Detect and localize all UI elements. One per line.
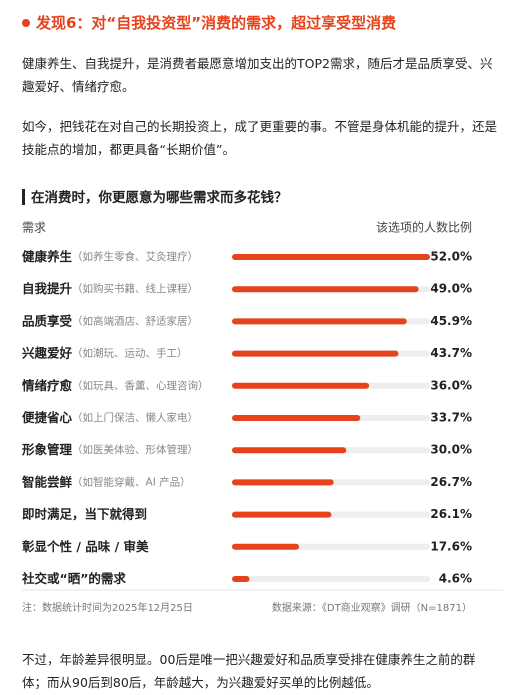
category-name: 兴趣爱好 — [22, 345, 73, 360]
value-label: 26.1% — [430, 507, 472, 521]
paragraph: 健康养生、自我提升，是消费者最愿意增加支出的TOP2需求，随后才是品质享受、兴趣… — [22, 56, 493, 94]
category-label: 健康养生（如养生零食、艾灸理疗） — [22, 249, 198, 264]
bar — [232, 382, 370, 389]
category-label: 彰显个性 / 品味 / 审美 — [22, 538, 149, 553]
category-label: 自我提升（如购买书籍、线上课程） — [22, 281, 198, 296]
title-marker — [22, 189, 25, 205]
value-label: 45.9% — [430, 314, 472, 328]
category-name: 形象管理 — [22, 442, 73, 457]
category-name: 便捷省心 — [22, 410, 73, 425]
bar — [232, 318, 407, 325]
category-name: 情绪疗愈 — [22, 377, 73, 392]
category-name: 即时满足，当下就得到 — [22, 506, 147, 521]
paragraph: 不过，年龄差异很明显。00后是唯一把兴趣爱好和品质享受排在健康养生之前的群体；而… — [22, 652, 476, 690]
category-name: 健康养生 — [22, 249, 73, 264]
category-name: 品质享受 — [22, 313, 73, 328]
bar — [232, 576, 250, 582]
value-label: 33.7% — [430, 411, 472, 425]
category-note: （如高端酒店、舒适家居） — [72, 314, 198, 327]
value-label: 17.6% — [430, 539, 472, 553]
bar — [232, 447, 347, 454]
heading-text: 发现6：对“自我投资型”消费的需求，超过享受型消费 — [36, 14, 397, 32]
value-label: 43.7% — [430, 346, 472, 360]
bar — [232, 254, 430, 260]
category-note: （如医美体验、形体管理） — [72, 443, 198, 456]
category-note: （如上门保洁、懒人家电） — [72, 411, 198, 424]
note: 注：数据统计时间为2025年12月25日 — [22, 601, 193, 614]
category-name: 彰显个性 / 品味 / 审美 — [22, 538, 149, 553]
heading: 发现6：对“自我投资型”消费的需求，超过享受型消费 — [22, 12, 396, 33]
category-label: 情绪疗愈（如玩具、香薰、心理咨询） — [22, 377, 209, 392]
category-header: 需求 — [22, 221, 46, 235]
value-label: 4.6% — [439, 572, 472, 586]
chart-title: 在消费时，你更愿意为哪些需求而多花钱？ — [31, 189, 288, 206]
category-name: 社交或“晒”的需求 — [21, 571, 126, 586]
bar — [232, 511, 332, 518]
category-label: 兴趣爱好（如潮玩、运动、手工） — [22, 345, 188, 360]
value-label: 52.0% — [430, 250, 472, 264]
category-note: （如潮玩、运动、手工） — [72, 347, 188, 360]
category-note: （如智能穿戴、AI 产品） — [72, 475, 191, 488]
bar — [232, 350, 399, 357]
value-label: 26.7% — [430, 475, 472, 489]
category-name: 自我提升 — [22, 281, 73, 296]
value-label: 36.0% — [430, 378, 472, 392]
category-label: 形象管理（如医美体验、形体管理） — [22, 442, 198, 457]
category-name: 智能尝鲜 — [21, 474, 73, 489]
value-label: 49.0% — [430, 282, 472, 296]
bar — [232, 543, 300, 550]
bar — [232, 415, 361, 421]
category-label: 智能尝鲜（如智能穿戴、AI 产品） — [21, 474, 191, 489]
bar — [232, 286, 419, 293]
bar — [232, 479, 334, 486]
category-note: （如养生零食、艾灸理疗） — [72, 250, 198, 263]
bullet — [22, 18, 30, 27]
category-note: （如玩具、香薰、心理咨询） — [72, 379, 209, 392]
paragraph: 如今，把钱花在对自己的长期投资上，成了更重要的事。不管是身体机能的提升，还是技能… — [22, 119, 498, 157]
value-header: 该选项的人数比例 — [376, 220, 472, 235]
bar-track — [232, 576, 430, 582]
category-label: 品质享受（如高端酒店、舒适家居） — [22, 313, 198, 328]
value-label: 30.0% — [430, 443, 472, 457]
chart: 在消费时，你更愿意为哪些需求而多花钱？ 需求 该选项的人数比例 注：数据统计时间… — [21, 189, 503, 614]
category-note: （如购买书籍、线上课程） — [72, 282, 198, 295]
category-label: 即时满足，当下就得到 — [22, 506, 147, 521]
source: 数据来源：《DT商业观察》调研（N=1871） — [272, 601, 472, 614]
category-label: 便捷省心（如上门保洁、懒人家电） — [22, 410, 198, 425]
category-label: 社交或“晒”的需求 — [21, 571, 126, 586]
